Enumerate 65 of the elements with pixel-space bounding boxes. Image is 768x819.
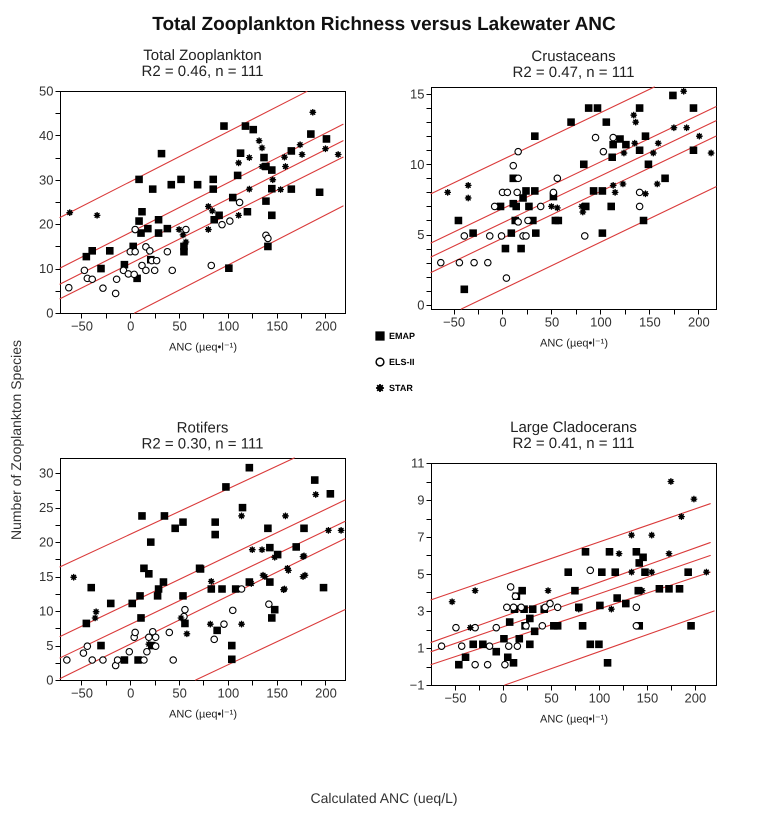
y-tick-label: 7 (417, 530, 424, 544)
x-tick-label: 200 (315, 318, 337, 334)
y-tick-label: 11 (411, 456, 424, 470)
x-tick-label: 50 (172, 686, 187, 700)
x-axis-title: ANC (µeq•l⁻¹) (540, 714, 608, 726)
text: Total Zooplankton Richness versus Lakewater ANC (151, 14, 617, 36)
chart-title: Crustaceans (531, 48, 616, 65)
x-tick-label: 100 (590, 314, 612, 330)
chart-subtitle: R2 = 0.47, n = 111 (512, 64, 635, 81)
y-tick-label: 3 (417, 604, 424, 618)
y-tick-label: 15 (410, 86, 424, 102)
legend-label: EMAP (389, 331, 416, 341)
chart-subtitle: R2 = 0.41, n = 111 (512, 435, 635, 452)
x-tick-label: 50 (544, 690, 559, 706)
x-tick-label: 150 (639, 314, 661, 330)
chart-title: Large Cladocerans (510, 419, 637, 436)
x-tick-label: 100 (218, 318, 240, 334)
y-tick-label: 10 (39, 604, 54, 619)
y-tick-label: 10 (410, 156, 424, 172)
y-tick-label: −1 (410, 678, 424, 692)
x-tick-label: 200 (688, 314, 710, 330)
y-tick-label: 5 (417, 566, 424, 582)
x-tick-label: 200 (315, 686, 337, 700)
chart-title: Rotifers (176, 419, 228, 436)
x-tick-label: 100 (218, 686, 240, 700)
y-tick-label: 15 (39, 569, 54, 584)
y-tick-label: 9 (417, 492, 424, 508)
y-tick-label: 0 (46, 672, 54, 688)
y-tick-label: 0 (417, 297, 424, 312)
y-tick-label: 30 (39, 172, 54, 188)
chart-subtitle: R2 = 0.46, n = 111 (141, 63, 264, 80)
x-tick-label: −50 (70, 686, 94, 700)
x-axis-title: ANC (µeq•l⁻¹) (540, 338, 608, 350)
x-tick-label: 200 (684, 690, 706, 706)
x-tick-label: 150 (266, 318, 288, 334)
text: Calculated ANC (ueq/L) (309, 790, 459, 806)
x-tick-label: 150 (266, 686, 288, 700)
y-tick-label: 50 (39, 84, 54, 98)
y-tick-label: 1 (417, 640, 424, 656)
y-tick-label: 40 (39, 128, 54, 143)
x-axis-title: ANC (µeq•l⁻¹) (169, 708, 237, 720)
x-tick-label: −50 (444, 690, 467, 706)
x-axis-title: ANC (µeq•l⁻¹) (169, 342, 237, 354)
y-tick-label: 20 (39, 534, 54, 550)
x-tick-label: 50 (172, 318, 187, 334)
legend-label: STAR (389, 383, 414, 393)
x-tick-label: 0 (127, 318, 134, 334)
x-tick-label: 0 (499, 314, 507, 330)
y-tick-label: 20 (39, 216, 54, 232)
x-tick-label: 100 (588, 690, 610, 706)
x-tick-label: 0 (500, 690, 508, 706)
y-tick-label: 5 (46, 638, 54, 654)
y-tick-label: 25 (39, 500, 54, 516)
chart-subtitle: R2 = 0.30, n = 111 (141, 435, 264, 452)
y-tick-label: 10 (39, 261, 54, 276)
legend-label: ELS-II (389, 357, 415, 367)
y-tick-label: 5 (417, 227, 424, 242)
x-tick-label: 0 (127, 686, 134, 700)
x-tick-label: −50 (70, 318, 94, 334)
y-axis-title: Number of Zooplankton Species (8, 340, 24, 540)
x-tick-label: 150 (636, 690, 658, 706)
x-tick-label: −50 (442, 314, 466, 330)
y-tick-label: 30 (39, 466, 54, 481)
x-tick-label: 50 (544, 314, 560, 330)
chart-title: Total Zooplankton (143, 47, 262, 64)
